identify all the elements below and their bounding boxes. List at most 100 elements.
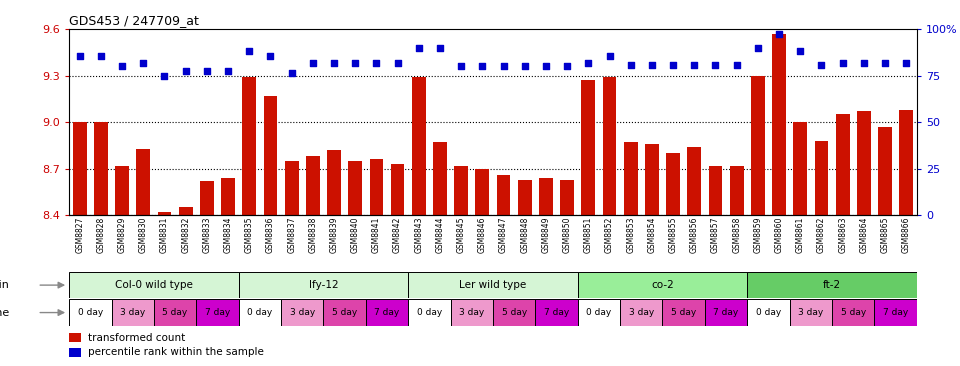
Bar xyxy=(578,299,620,326)
Bar xyxy=(793,122,807,215)
Point xyxy=(496,64,512,70)
Bar xyxy=(536,299,578,326)
Point xyxy=(793,48,808,54)
Text: 3 day: 3 day xyxy=(798,308,824,317)
Bar xyxy=(645,144,659,215)
Text: lfy-12: lfy-12 xyxy=(308,280,338,290)
Bar xyxy=(285,161,299,215)
Bar xyxy=(327,150,341,215)
Point xyxy=(390,60,405,66)
Point xyxy=(835,60,851,66)
Text: 0 day: 0 day xyxy=(417,308,442,317)
Text: 5 day: 5 day xyxy=(671,308,696,317)
Point xyxy=(877,60,893,66)
Point xyxy=(135,60,151,66)
Text: 7 day: 7 day xyxy=(883,308,908,317)
Point xyxy=(369,60,384,66)
Bar xyxy=(517,180,532,215)
Text: 3 day: 3 day xyxy=(290,308,315,317)
Bar xyxy=(94,122,108,215)
Bar xyxy=(391,164,404,215)
Bar xyxy=(239,272,408,298)
Text: 5 day: 5 day xyxy=(332,308,357,317)
Bar xyxy=(281,299,324,326)
Point xyxy=(856,60,872,66)
Point xyxy=(708,62,723,68)
Point xyxy=(432,45,447,51)
Text: transformed count: transformed count xyxy=(88,333,185,343)
Bar xyxy=(408,299,450,326)
Point xyxy=(729,62,744,68)
Bar xyxy=(242,77,256,215)
Bar xyxy=(730,166,744,215)
Bar xyxy=(747,299,790,326)
Point xyxy=(411,45,426,51)
Point xyxy=(665,62,681,68)
Bar xyxy=(540,178,553,215)
Bar xyxy=(69,299,111,326)
Text: 0 day: 0 day xyxy=(78,308,103,317)
Point xyxy=(305,60,321,66)
Point xyxy=(453,64,468,70)
Point xyxy=(284,70,300,76)
Bar xyxy=(790,299,832,326)
Bar xyxy=(454,166,468,215)
Bar xyxy=(221,178,235,215)
Bar xyxy=(751,76,765,215)
Point xyxy=(750,45,765,51)
Point xyxy=(517,64,533,70)
Bar xyxy=(900,110,913,215)
Bar xyxy=(412,77,425,215)
Text: 3 day: 3 day xyxy=(629,308,654,317)
Bar xyxy=(493,299,536,326)
Point xyxy=(602,53,617,59)
Bar xyxy=(747,272,917,298)
Text: Col-0 wild type: Col-0 wild type xyxy=(115,280,193,290)
Text: 7 day: 7 day xyxy=(204,308,230,317)
Bar xyxy=(836,115,850,215)
Bar xyxy=(200,181,214,215)
Bar xyxy=(832,299,875,326)
Text: 7 day: 7 day xyxy=(374,308,399,317)
Bar xyxy=(687,147,701,215)
Bar xyxy=(496,175,511,215)
Bar xyxy=(450,299,493,326)
Text: ft-2: ft-2 xyxy=(823,280,841,290)
Bar xyxy=(179,208,193,215)
Bar xyxy=(433,142,446,215)
Bar xyxy=(603,77,616,215)
Text: 3 day: 3 day xyxy=(459,308,485,317)
Bar xyxy=(878,127,892,215)
Text: Ler wild type: Ler wild type xyxy=(459,280,527,290)
Text: 0 day: 0 day xyxy=(756,308,781,317)
Text: co-2: co-2 xyxy=(651,280,674,290)
Bar xyxy=(366,299,408,326)
Bar xyxy=(73,122,86,215)
Text: GDS453 / 247709_at: GDS453 / 247709_at xyxy=(69,14,199,27)
Point xyxy=(72,53,87,59)
Point xyxy=(581,60,596,66)
Bar xyxy=(662,299,705,326)
Point xyxy=(178,68,193,74)
Text: 5 day: 5 day xyxy=(841,308,866,317)
Bar xyxy=(324,299,366,326)
Bar xyxy=(69,272,239,298)
Text: 7 day: 7 day xyxy=(544,308,569,317)
Bar xyxy=(115,166,129,215)
Bar xyxy=(196,299,239,326)
Bar xyxy=(154,299,196,326)
Bar xyxy=(857,111,871,215)
Point xyxy=(814,62,829,68)
Point xyxy=(199,68,214,74)
Bar xyxy=(772,34,786,215)
Point xyxy=(221,68,236,74)
Bar xyxy=(239,299,281,326)
Bar xyxy=(814,141,828,215)
Bar xyxy=(561,180,574,215)
Point xyxy=(242,48,257,54)
Point xyxy=(263,53,278,59)
Text: percentile rank within the sample: percentile rank within the sample xyxy=(88,347,264,358)
Point xyxy=(93,53,108,59)
Bar xyxy=(157,212,172,215)
Bar xyxy=(666,153,680,215)
